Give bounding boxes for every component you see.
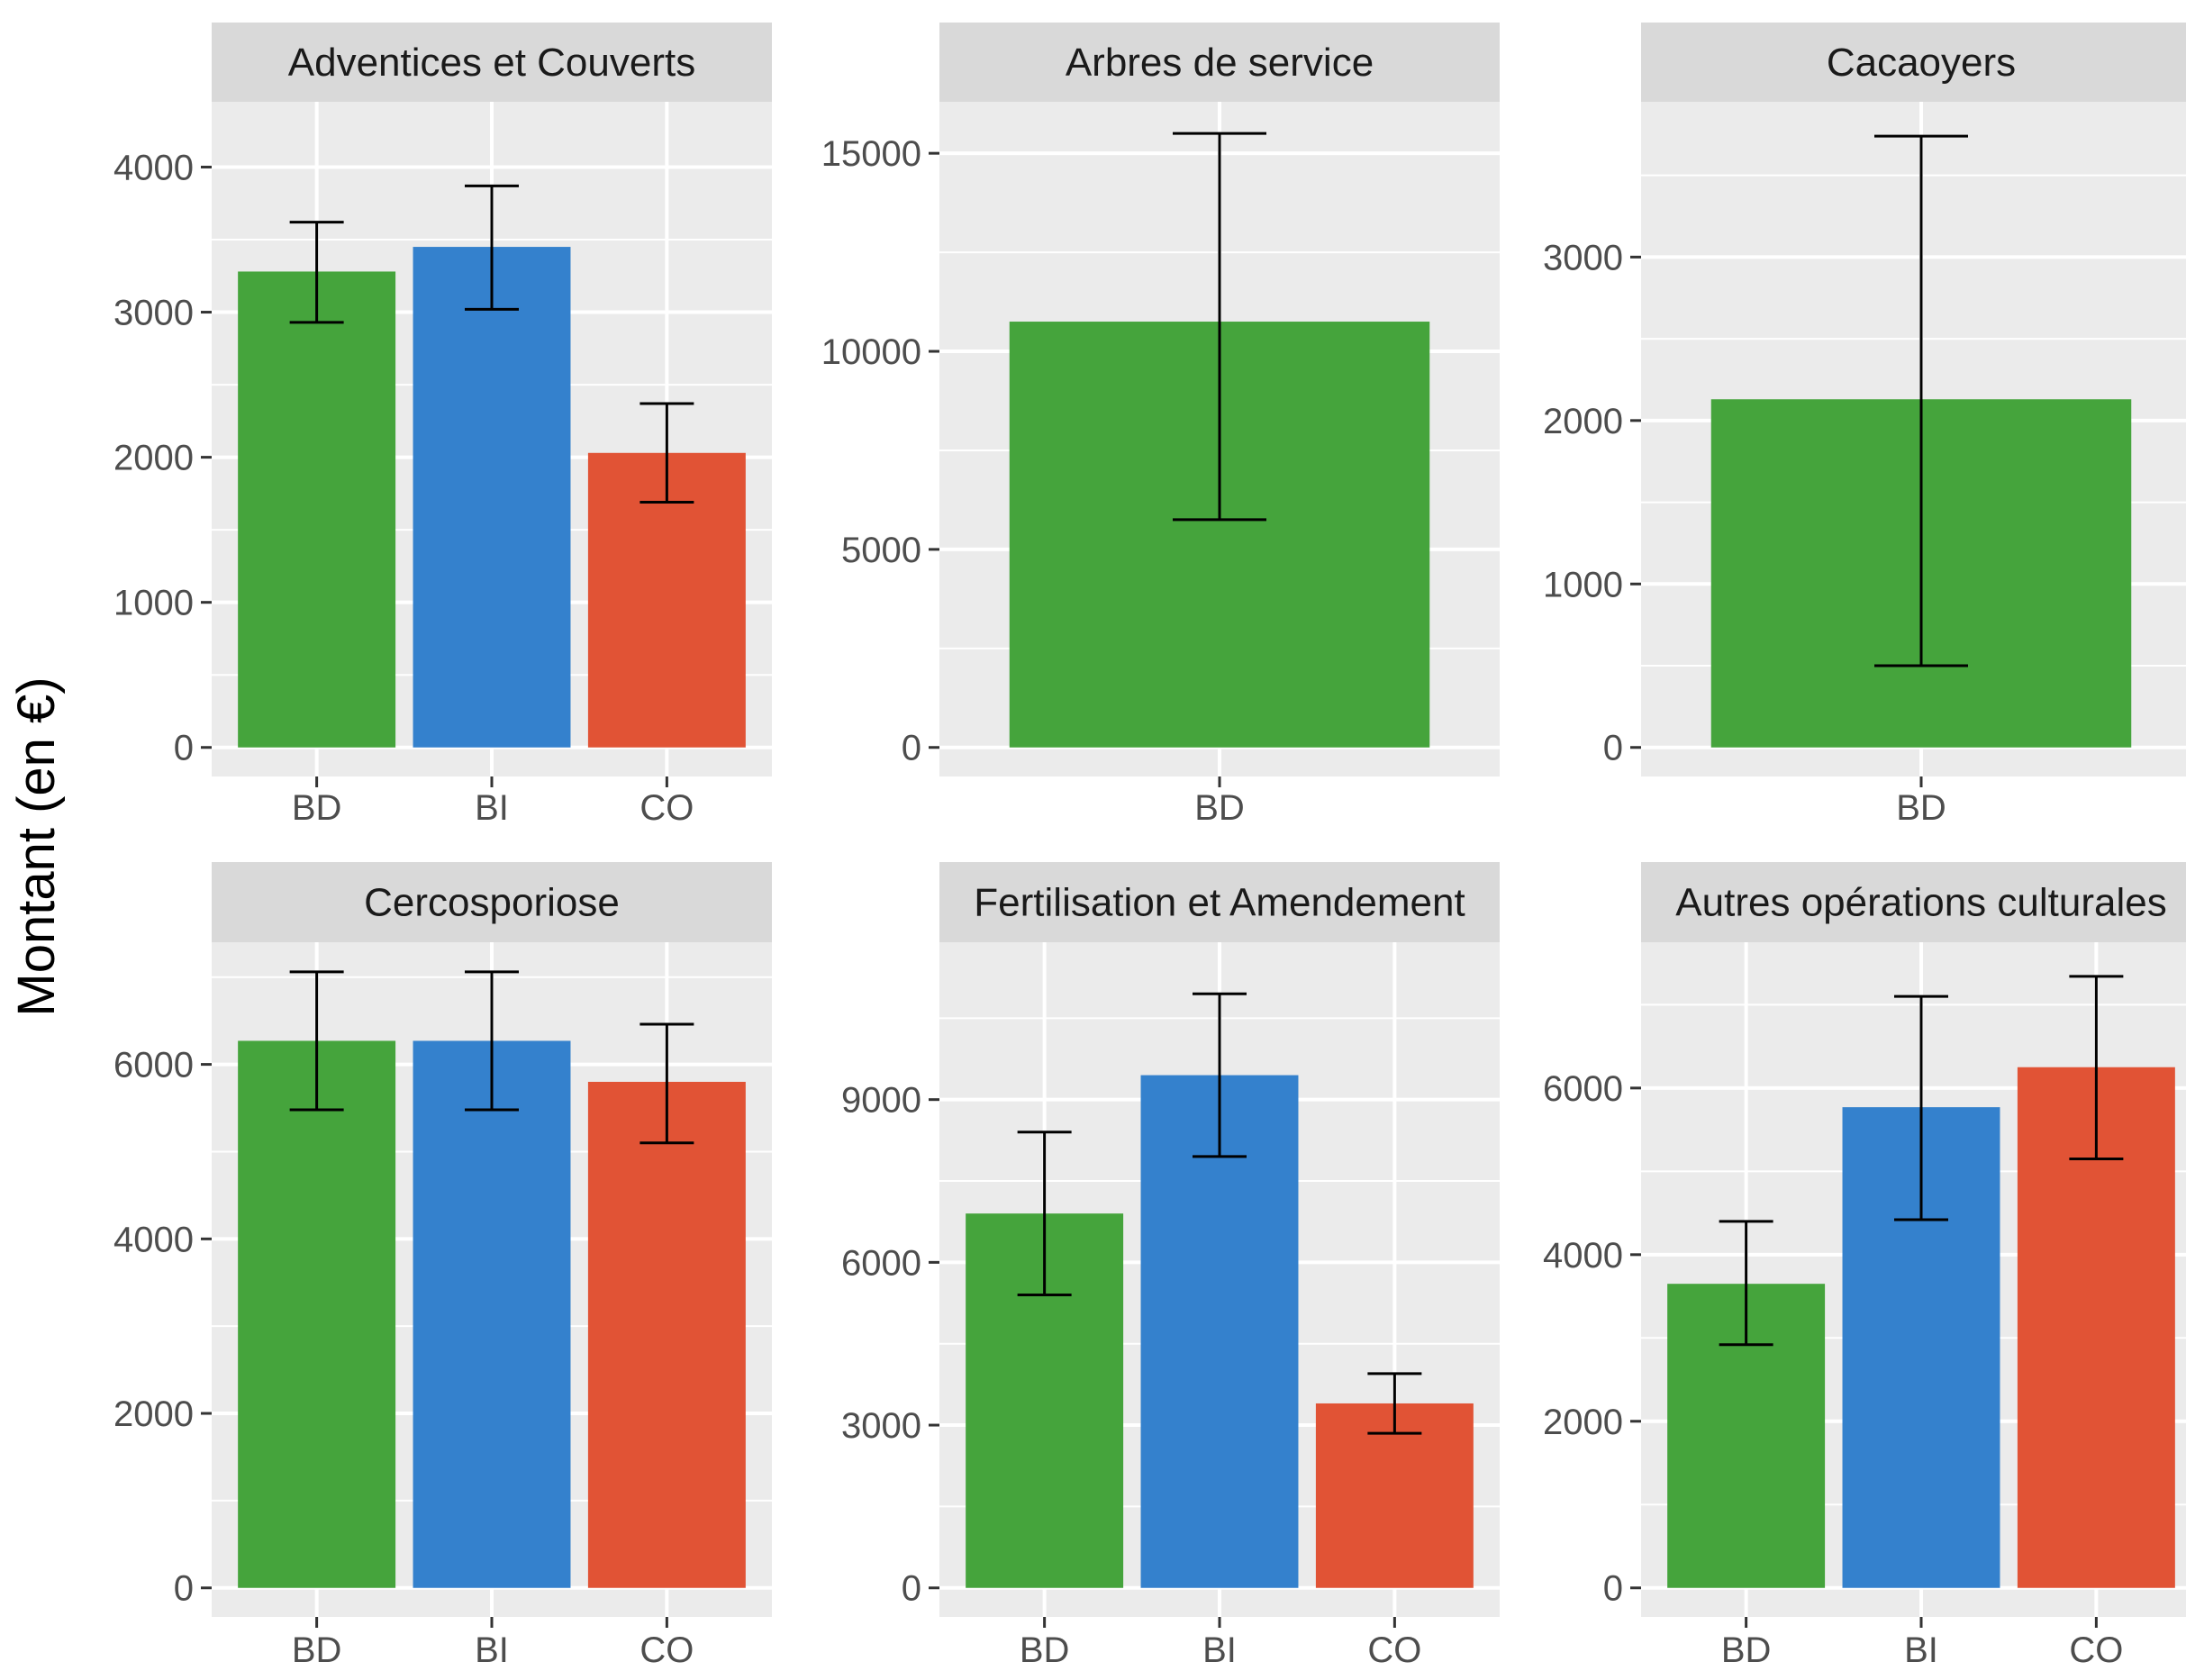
y-tick-label: 6000 xyxy=(1543,1069,1623,1109)
facet-strip xyxy=(1641,23,2186,102)
y-tick-label: 4000 xyxy=(113,148,194,187)
x-tick-label: BD xyxy=(1721,1630,1772,1670)
y-tick-label: 5000 xyxy=(841,531,921,570)
facet-title: Cercosporiose xyxy=(364,881,620,925)
y-tick-label: 3000 xyxy=(113,294,194,333)
y-tick-label: 0 xyxy=(902,1569,921,1609)
x-tick-label: BI xyxy=(475,1630,509,1670)
y-tick-label: 4000 xyxy=(113,1220,194,1259)
y-tick-label: 2000 xyxy=(113,1394,194,1434)
facet-strip xyxy=(212,862,772,942)
y-tick-label: 2000 xyxy=(113,439,194,478)
y-axis-label: Montant (en €) xyxy=(7,677,66,1016)
facet-panel: Adventices et Couverts 0 1000 2000 3000 4000 B… xyxy=(113,23,772,828)
x-tick-label: BD xyxy=(292,1630,342,1670)
facet-title: Cacaoyers xyxy=(1827,41,2016,85)
y-tick-label: 1000 xyxy=(113,584,194,623)
y-tick-label: 0 xyxy=(902,729,921,768)
facet-panel: Arbres de service 0 5000 10000 15000 BD xyxy=(821,23,1500,828)
x-tick-label: BD xyxy=(1194,788,1245,828)
x-tick-label: BD xyxy=(1020,1630,1070,1670)
y-tick-label: 6000 xyxy=(841,1243,921,1283)
facet-panel: Autres opérations culturales 0 2000 4000 600… xyxy=(1543,862,2186,1670)
facet-panel: Fertilisation et Amendement 0 3000 6000 9000… xyxy=(841,862,1500,1670)
facet-title: Adventices et Couverts xyxy=(288,41,695,85)
y-tick-label: 0 xyxy=(174,729,194,768)
x-tick-label: BI xyxy=(475,788,509,828)
bar-bd xyxy=(238,271,396,748)
y-tick-label: 2000 xyxy=(1543,1403,1623,1442)
bar-bi xyxy=(413,1040,571,1588)
x-tick-label: BI xyxy=(1202,1630,1237,1670)
y-tick-label: 0 xyxy=(1603,1569,1623,1609)
y-tick-label: 15000 xyxy=(821,134,921,174)
bar-bd xyxy=(238,1040,396,1588)
bar-bi xyxy=(413,247,571,748)
x-tick-label: CO xyxy=(1367,1630,1421,1670)
y-tick-label: 9000 xyxy=(841,1081,921,1121)
x-tick-label: BI xyxy=(1904,1630,1938,1670)
y-tick-label: 4000 xyxy=(1543,1236,1623,1276)
y-tick-label: 0 xyxy=(174,1569,194,1609)
facet-strip xyxy=(212,23,772,102)
y-tick-label: 3000 xyxy=(1543,238,1623,277)
facet-title: Arbres de service xyxy=(1066,41,1374,85)
bar-bi xyxy=(1140,1075,1299,1588)
facet-panel: Cercosporiose 0 2000 4000 6000 BD BI CO xyxy=(113,862,772,1670)
x-tick-label: BD xyxy=(1896,788,1946,828)
y-tick-label: 2000 xyxy=(1543,402,1623,441)
x-tick-label: BD xyxy=(292,788,342,828)
facet-panels: Adventices et Couverts 0 1000 2000 3000 4000 B… xyxy=(113,23,2186,1670)
facet-panel: Cacaoyers 0 1000 2000 3000 BD xyxy=(1543,23,2186,828)
y-tick-label: 0 xyxy=(1603,729,1623,768)
x-tick-label: CO xyxy=(639,788,694,828)
y-tick-label: 1000 xyxy=(1543,565,1623,604)
y-tick-label: 10000 xyxy=(821,332,921,372)
bar-co xyxy=(587,1081,746,1588)
facet-strip xyxy=(1641,862,2186,942)
x-tick-label: CO xyxy=(2069,1630,2123,1670)
y-tick-label: 6000 xyxy=(113,1046,194,1085)
facet-title: Autres opérations culturales xyxy=(1675,881,2166,925)
y-tick-label: 3000 xyxy=(841,1406,921,1446)
facet-strip xyxy=(939,23,1500,102)
facet-title: Fertilisation et Amendement xyxy=(974,881,1465,925)
facet-strip xyxy=(939,862,1500,942)
x-tick-label: CO xyxy=(639,1630,694,1670)
